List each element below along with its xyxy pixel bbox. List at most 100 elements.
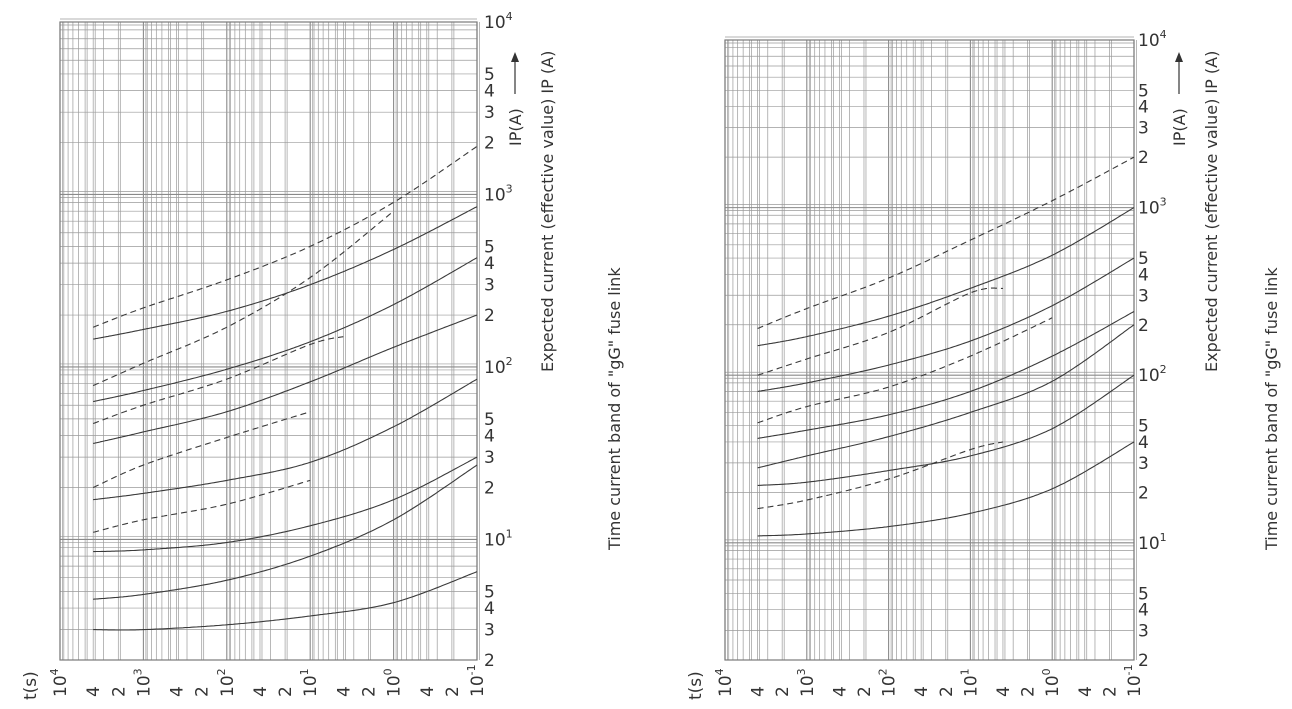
series-line-1	[93, 206, 478, 340]
y-tick-label: 2	[484, 134, 495, 154]
series-line-9	[757, 441, 1135, 537]
y-tick-label: 2	[1138, 651, 1149, 671]
y-tick-label: 5	[1138, 249, 1149, 269]
y-tick-label: 5	[1138, 81, 1149, 101]
x-tick-label: 100	[1040, 668, 1063, 697]
y-tick-label: 5	[1138, 584, 1149, 604]
y-tick-label: 4	[484, 427, 495, 447]
grid	[59, 18, 480, 661]
series-line-4	[93, 336, 344, 425]
x-tick-label: 4	[418, 686, 438, 697]
x-axis-label: t(s)	[21, 671, 41, 700]
x-tick-label: 2	[276, 686, 296, 697]
x-tick-label: 2	[109, 686, 129, 697]
y-arrow-icon	[511, 52, 519, 62]
y-tick-label: 2	[1138, 148, 1149, 168]
x-tick-label: 10-1	[1122, 664, 1145, 697]
y-tick-label: 101	[484, 527, 513, 550]
y-tick-label: 3	[484, 621, 495, 641]
x-tick-label: 2	[1100, 686, 1120, 697]
series-line-6	[757, 324, 1135, 469]
y-arrow-icon	[1175, 52, 1183, 62]
x-tick-label: 4	[251, 686, 271, 697]
x-axis-label: t(s)	[686, 671, 706, 700]
series-line-4	[757, 317, 1053, 424]
y-tick-label: 103	[1138, 196, 1167, 219]
y-tick-label: 5	[484, 582, 495, 602]
y-tick-label: 2	[484, 479, 495, 499]
y-tick-label: 4	[1138, 98, 1149, 118]
y-tick-label: 104	[1138, 28, 1167, 51]
x-tick-label: 4	[912, 686, 932, 697]
series-line-0	[93, 145, 478, 328]
x-tick-label: 10-1	[465, 664, 488, 697]
x-tick-label: 101	[298, 668, 321, 697]
y-tick-label: 2	[1138, 316, 1149, 336]
x-tick-label: 2	[193, 686, 213, 697]
x-tick-label: 2	[937, 686, 957, 697]
y-tick-label: 104	[484, 10, 513, 33]
y-tick-label: 3	[1138, 621, 1149, 641]
x-tick-label: 4	[830, 686, 850, 697]
y-tick-label: 3	[484, 276, 495, 296]
series-line-8	[93, 479, 311, 533]
y-tick-label: 3	[1138, 119, 1149, 139]
x-tick-label: 2	[359, 686, 379, 697]
x-tick-label: 103	[795, 668, 818, 697]
x-tick-label: 104	[48, 668, 71, 697]
y-tick-label: 101	[1138, 531, 1167, 554]
y-axis-label: Expected current (effective value) IP (A…	[1202, 51, 1221, 372]
y-tick-label: 2	[484, 306, 495, 326]
series-line-5	[757, 311, 1135, 439]
series-line-2	[757, 287, 1004, 376]
curves	[757, 156, 1135, 537]
y-tick-label: 5	[484, 65, 495, 85]
series-line-11	[93, 571, 478, 631]
x-tick-label: 104	[713, 668, 736, 697]
y-tick-label: 5	[484, 410, 495, 430]
y-tick-label: 3	[484, 448, 495, 468]
series-line-2	[92, 210, 394, 387]
y-arrow-label: IP(A)	[506, 108, 525, 146]
y-tick-label: 102	[1138, 363, 1167, 386]
x-tick-label: 2	[773, 686, 793, 697]
series-line-0	[757, 156, 1135, 329]
x-tick-label: 2	[1019, 686, 1039, 697]
y-tick-label: 4	[484, 599, 495, 619]
chart-title: Time current band of "gG" fuse link	[605, 267, 624, 551]
x-tick-label: 4	[84, 686, 104, 697]
series-line-3	[757, 257, 1135, 393]
y-tick-label: 4	[1138, 601, 1149, 621]
series-line-1	[757, 207, 1135, 347]
curves	[92, 145, 478, 631]
y-tick-label: 5	[1138, 417, 1149, 437]
x-tick-label: 101	[958, 668, 981, 697]
series-line-7	[93, 378, 478, 501]
x-tick-label: 2	[855, 686, 875, 697]
y-tick-label: 2	[1138, 483, 1149, 503]
y-tick-label: 3	[484, 103, 495, 123]
y-axis-label: Expected current (effective value) IP (A…	[538, 51, 557, 372]
y-tick-label: 4	[484, 82, 495, 102]
x-tick-label: 100	[382, 668, 405, 697]
series-line-9	[93, 456, 478, 553]
series-line-10	[93, 464, 478, 600]
x-tick-label: 102	[877, 668, 900, 697]
series-line-5	[93, 314, 478, 445]
y-tick-label: 2	[484, 651, 495, 671]
series-line-3	[93, 257, 478, 403]
x-tick-label: 4	[994, 686, 1014, 697]
y-tick-label: 102	[484, 355, 513, 378]
x-tick-label: 4	[168, 686, 188, 697]
plot-border	[724, 39, 1135, 661]
y-tick-label: 5	[484, 237, 495, 257]
series-line-8	[757, 441, 1004, 510]
x-tick-label: 4	[749, 686, 769, 697]
y-tick-label: 3	[1138, 454, 1149, 474]
y-tick-label: 4	[1138, 265, 1149, 285]
